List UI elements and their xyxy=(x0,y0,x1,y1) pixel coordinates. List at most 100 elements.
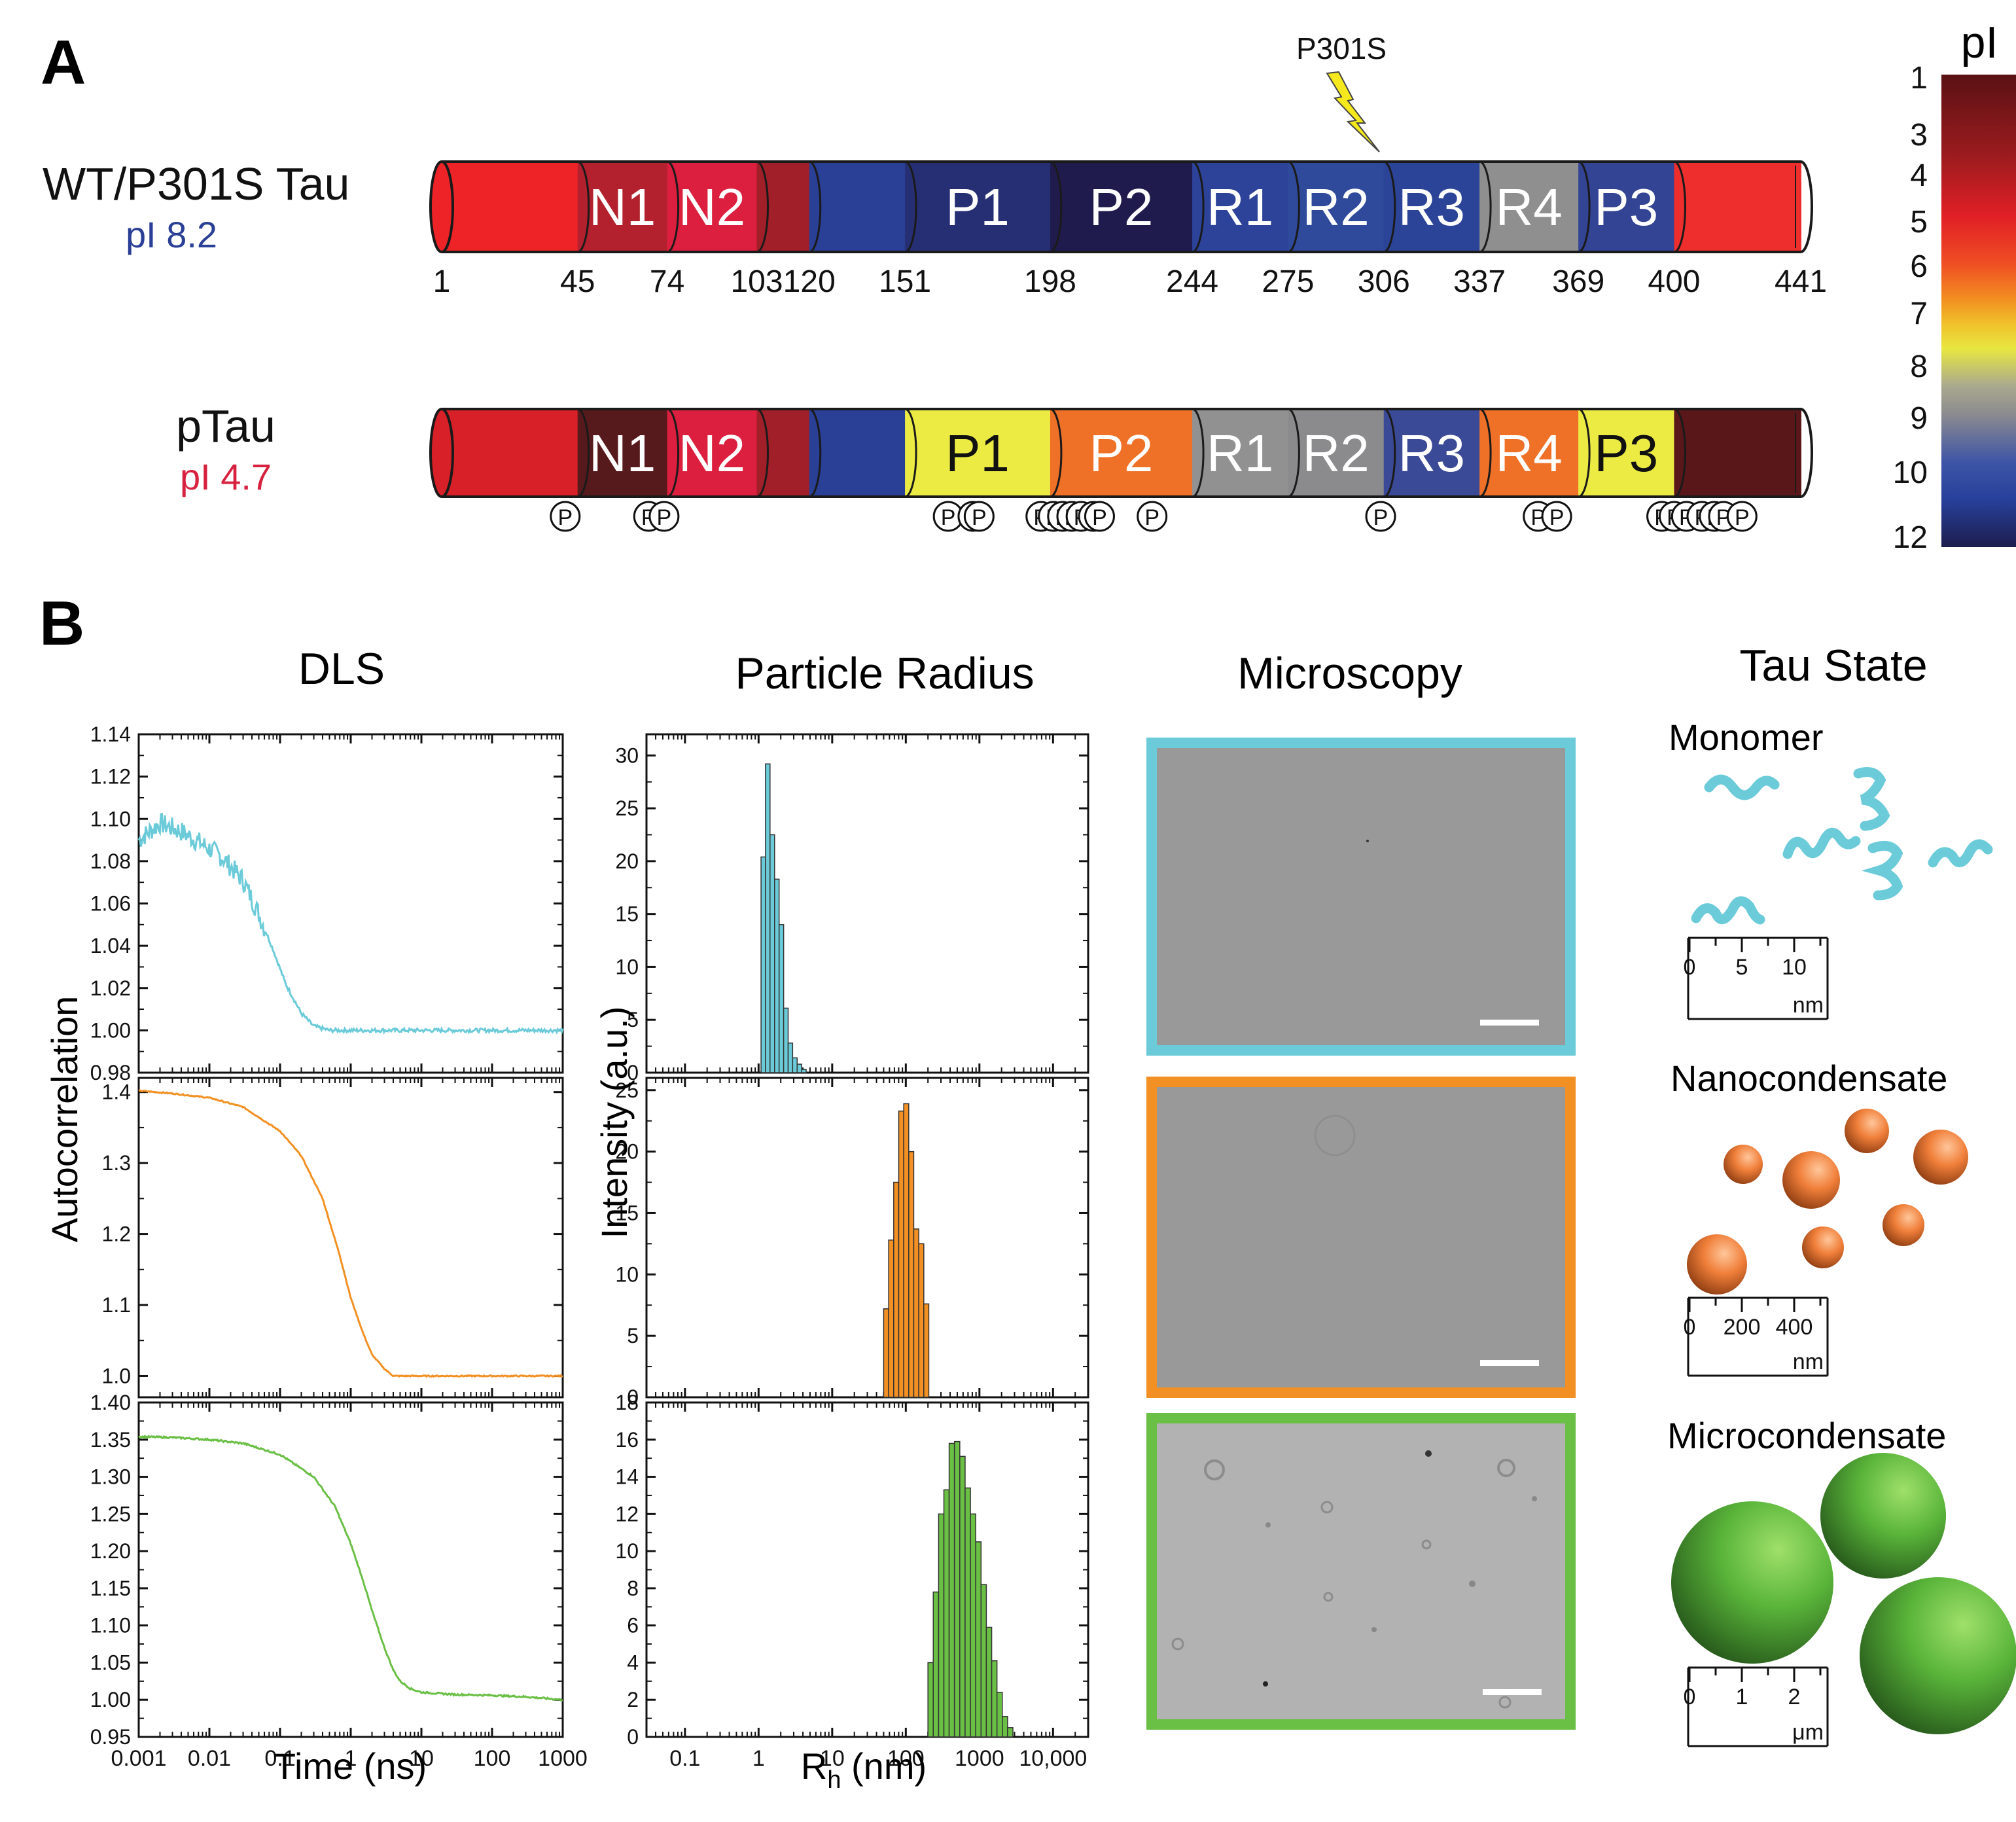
domain-label-R3: R3 xyxy=(1398,424,1465,482)
ptau-pi: pI 4.7 xyxy=(180,456,272,497)
chart-area: 0.981.001.021.041.061.081.101.121.141.01… xyxy=(90,723,1089,1771)
domain-boundary xyxy=(1578,408,1591,498)
x-tick-label: 1 xyxy=(345,1746,357,1771)
bar-outline xyxy=(442,408,1813,498)
y-tick-label: 1.4 xyxy=(102,1081,131,1104)
histogram-bar xyxy=(898,1110,904,1398)
x-tick-label: 10,000 xyxy=(1019,1746,1087,1771)
domain-boundary xyxy=(756,408,769,498)
histogram-bar xyxy=(913,1228,919,1398)
residue-position-label: 74 xyxy=(650,264,684,299)
col-title-dls: DLS xyxy=(298,644,385,694)
microcondensate-spheres xyxy=(1671,1453,2016,1734)
phosphosite-marker xyxy=(1726,501,1758,532)
colorbar-tick-label: 5 xyxy=(1910,205,1928,240)
mutation-label: P301S xyxy=(1296,31,1387,65)
histogram-bar xyxy=(903,1103,910,1398)
phosphosite-label: P xyxy=(1716,505,1731,530)
axes-frame xyxy=(645,1401,1089,1738)
domain-label-P1: P1 xyxy=(946,178,1010,236)
domain-boundary xyxy=(1288,160,1300,253)
histogram-bar xyxy=(927,1662,934,1738)
ruler-unit-label: μm xyxy=(1792,1720,1824,1745)
histogram-bar xyxy=(888,1240,894,1398)
domain-boundary xyxy=(577,160,590,253)
colorbar-tick-label: 3 xyxy=(1910,118,1928,152)
rh-histogram-2: 0 5 10 15 20 25 xyxy=(615,1077,1089,1409)
histogram-bar xyxy=(792,1057,798,1073)
domain-boundary xyxy=(1578,160,1591,253)
x-tick-label: 0.01 xyxy=(188,1746,231,1771)
domain-segment-P3 xyxy=(1578,162,1675,252)
histogram-bar xyxy=(778,924,785,1073)
wt-tau-name: WT/P301S Tau xyxy=(43,158,350,209)
domain-label-N2: N2 xyxy=(679,424,745,482)
histogram-bar xyxy=(883,1308,889,1398)
residue-position-label: 198 xyxy=(1024,264,1076,299)
histogram-bar xyxy=(893,1181,900,1398)
domain-segment-P3 xyxy=(1578,409,1675,497)
ruler-tick-label: 0 xyxy=(1684,1685,1696,1709)
histogram-bar xyxy=(1007,1727,1014,1738)
state-name-microcondensate: Microcondensate xyxy=(1667,1415,1946,1456)
domain-label-N1: N1 xyxy=(589,178,656,236)
phosphosite-label: P xyxy=(1549,505,1565,530)
ruler-tick-label: 1 xyxy=(1736,1685,1748,1709)
ruler-tick-label: 200 xyxy=(1724,1315,1761,1340)
histogram-bar xyxy=(980,1584,987,1738)
scale-ruler-microcondensate: 0 1 2 μm xyxy=(1684,1666,1829,1747)
y-tick-label: 25 xyxy=(615,796,639,820)
ruler-unit-label: nm xyxy=(1793,1349,1824,1374)
y-tick-label: 1.00 xyxy=(90,1688,131,1711)
histogram-bar xyxy=(932,1591,940,1738)
domain-segment-N2 xyxy=(667,162,758,252)
histogram-bar xyxy=(964,1487,971,1738)
y-tick-label: 20 xyxy=(615,849,639,873)
domain-boundary xyxy=(1479,160,1492,253)
domain-boundary xyxy=(1383,160,1396,253)
phosphosite-label: P xyxy=(1373,505,1388,530)
colorbar-tick-label: 12 xyxy=(1893,520,1928,555)
y-tick-label: 1.12 xyxy=(90,765,131,789)
domain-label-R4: R4 xyxy=(1495,424,1562,482)
x-tick-label: 100 xyxy=(474,1746,511,1771)
y-tick-label: 1.1 xyxy=(102,1293,131,1317)
phosphosite-marker xyxy=(963,501,995,532)
phosphosite-label: P xyxy=(1092,505,1107,530)
y-tick-label: 1.10 xyxy=(90,807,131,831)
histogram-bar xyxy=(975,1541,982,1738)
residue-position-label: 244 xyxy=(1166,264,1218,299)
y-tick-label: 25 xyxy=(615,1079,639,1102)
domain-label-R3: R3 xyxy=(1398,178,1465,236)
ruler-tick-label: 400 xyxy=(1776,1315,1813,1340)
residue-position-label: 441 xyxy=(1775,264,1827,299)
x-tick-label: 0.001 xyxy=(111,1746,166,1771)
scale-ruler-nanocondensate: 0 200 400 nm xyxy=(1684,1296,1829,1377)
y-tick-label: 30 xyxy=(615,743,639,767)
domain-label-R2: R2 xyxy=(1302,424,1369,482)
state-name-nanocondensate: Nanocondensate xyxy=(1671,1058,1947,1099)
phosphosite-marker xyxy=(648,501,680,532)
x-tick-label: 0.1 xyxy=(669,1746,700,1771)
residue-position-label: 337 xyxy=(1453,264,1506,299)
domain-boundary xyxy=(1383,408,1396,498)
histogram-bar xyxy=(783,1007,789,1073)
rh-histogram-1: 0 5 10 15 20 25 30 xyxy=(615,733,1089,1084)
residue-position-label: 400 xyxy=(1648,264,1700,299)
domain-boundary xyxy=(756,160,769,253)
ruler-tick-label: 0 xyxy=(1684,1315,1696,1340)
y-tick-label: 18 xyxy=(615,1391,639,1414)
ruler-tick-label: 10 xyxy=(1782,955,1807,980)
domain-label-P1: P1 xyxy=(946,424,1010,482)
domain-label-N1: N1 xyxy=(589,424,656,482)
y-tick-label: 16 xyxy=(615,1428,639,1452)
domain-segment-P2 xyxy=(1050,409,1194,497)
x-tick-label: 100 xyxy=(887,1746,925,1771)
domain-label-P2: P2 xyxy=(1089,178,1154,236)
y-tick-label: 0.98 xyxy=(90,1061,131,1084)
dls-curve-3 xyxy=(138,1434,563,1702)
histogram-bar xyxy=(953,1440,961,1738)
x-tick-label: 0.1 xyxy=(264,1746,295,1771)
histogram-bar xyxy=(959,1456,966,1738)
